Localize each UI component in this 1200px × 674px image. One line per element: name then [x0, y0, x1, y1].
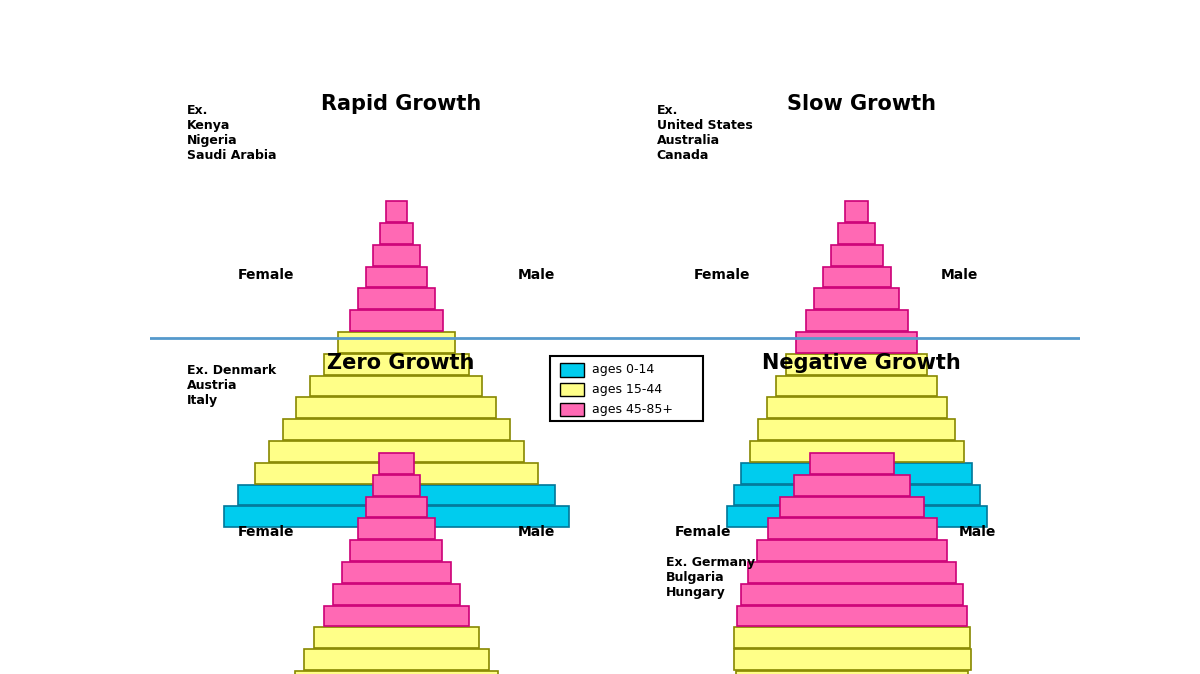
FancyBboxPatch shape — [350, 310, 443, 331]
FancyBboxPatch shape — [379, 453, 414, 474]
FancyBboxPatch shape — [338, 332, 455, 353]
Text: ages 45-85+: ages 45-85+ — [592, 403, 673, 416]
Text: Female: Female — [694, 268, 750, 282]
FancyBboxPatch shape — [373, 474, 420, 495]
Text: Female: Female — [238, 268, 294, 282]
FancyBboxPatch shape — [224, 506, 569, 527]
Text: Male: Male — [517, 526, 554, 539]
FancyBboxPatch shape — [797, 332, 917, 353]
FancyBboxPatch shape — [342, 562, 451, 583]
Text: Zero Growth: Zero Growth — [328, 353, 475, 373]
FancyBboxPatch shape — [780, 497, 924, 518]
FancyBboxPatch shape — [379, 223, 413, 244]
Text: Negative Growth: Negative Growth — [762, 353, 961, 373]
FancyBboxPatch shape — [794, 474, 910, 495]
FancyBboxPatch shape — [737, 605, 967, 626]
FancyBboxPatch shape — [296, 398, 497, 418]
FancyBboxPatch shape — [776, 375, 937, 396]
FancyBboxPatch shape — [768, 518, 937, 539]
FancyBboxPatch shape — [810, 453, 894, 474]
FancyBboxPatch shape — [385, 202, 407, 222]
Text: Ex.
Kenya
Nigeria
Saudi Arabia: Ex. Kenya Nigeria Saudi Arabia — [187, 104, 277, 162]
Text: ages 15-44: ages 15-44 — [592, 384, 662, 396]
FancyBboxPatch shape — [324, 605, 469, 626]
FancyBboxPatch shape — [269, 441, 524, 462]
Text: Male: Male — [941, 268, 978, 282]
FancyBboxPatch shape — [805, 310, 908, 331]
FancyBboxPatch shape — [366, 267, 427, 287]
Text: Rapid Growth: Rapid Growth — [320, 94, 481, 114]
FancyBboxPatch shape — [254, 463, 539, 484]
FancyBboxPatch shape — [314, 627, 479, 648]
FancyBboxPatch shape — [324, 354, 468, 375]
FancyBboxPatch shape — [733, 649, 971, 670]
FancyBboxPatch shape — [550, 356, 703, 421]
FancyBboxPatch shape — [750, 441, 964, 462]
FancyBboxPatch shape — [295, 671, 498, 674]
Text: Slow Growth: Slow Growth — [787, 94, 936, 114]
FancyBboxPatch shape — [359, 518, 434, 539]
FancyBboxPatch shape — [757, 540, 948, 561]
FancyBboxPatch shape — [366, 497, 427, 518]
FancyBboxPatch shape — [733, 485, 980, 506]
FancyBboxPatch shape — [742, 584, 962, 605]
Text: ages 0-14: ages 0-14 — [592, 363, 654, 377]
Text: Male: Male — [959, 526, 996, 539]
FancyBboxPatch shape — [767, 398, 947, 418]
FancyBboxPatch shape — [311, 375, 482, 396]
FancyBboxPatch shape — [359, 288, 434, 309]
Text: Ex.
United States
Australia
Canada: Ex. United States Australia Canada — [656, 104, 752, 162]
Text: Female: Female — [238, 526, 294, 539]
FancyBboxPatch shape — [815, 288, 899, 309]
FancyBboxPatch shape — [350, 540, 443, 561]
FancyBboxPatch shape — [823, 267, 890, 287]
FancyBboxPatch shape — [373, 245, 420, 266]
FancyBboxPatch shape — [334, 584, 460, 605]
FancyBboxPatch shape — [560, 363, 584, 377]
FancyBboxPatch shape — [560, 383, 584, 396]
FancyBboxPatch shape — [239, 485, 554, 506]
FancyBboxPatch shape — [786, 354, 928, 375]
Text: Ex. Germany
Bulgaria
Hungary: Ex. Germany Bulgaria Hungary — [666, 556, 755, 599]
FancyBboxPatch shape — [845, 202, 869, 222]
FancyBboxPatch shape — [758, 419, 955, 440]
FancyBboxPatch shape — [748, 562, 956, 583]
FancyBboxPatch shape — [839, 223, 876, 244]
FancyBboxPatch shape — [734, 627, 971, 648]
Text: Ex. Denmark
Austria
Italy: Ex. Denmark Austria Italy — [187, 364, 276, 406]
Text: Male: Male — [517, 268, 554, 282]
FancyBboxPatch shape — [305, 649, 488, 670]
FancyBboxPatch shape — [282, 419, 510, 440]
FancyBboxPatch shape — [727, 506, 986, 527]
FancyBboxPatch shape — [742, 463, 972, 484]
FancyBboxPatch shape — [830, 245, 883, 266]
FancyBboxPatch shape — [560, 402, 584, 416]
Text: Female: Female — [676, 526, 732, 539]
FancyBboxPatch shape — [736, 671, 968, 674]
